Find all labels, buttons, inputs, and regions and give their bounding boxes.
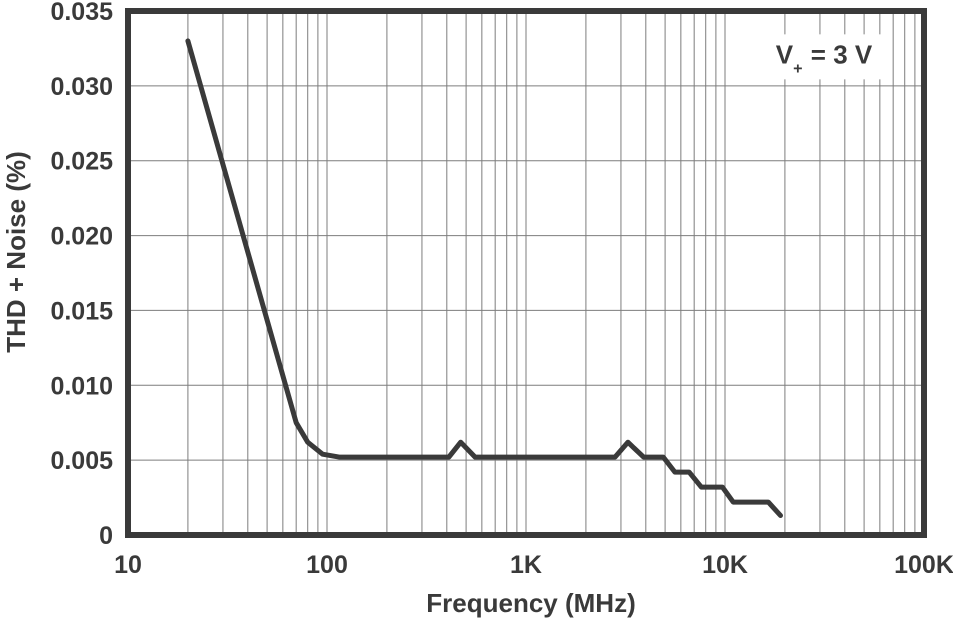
y-tick-label: 0.035: [50, 0, 113, 26]
x-tick-label: 100K: [894, 551, 953, 579]
annotation-prefix: V: [775, 39, 794, 70]
thd-noise-curve: [185, 38, 783, 518]
y-tick-label: 0.015: [50, 297, 113, 325]
x-axis-title: Frequency (MHz): [426, 588, 636, 618]
y-tick-label: 0.030: [50, 73, 113, 101]
y-axis-title: THD + Noise (%): [1, 151, 31, 353]
y-tick-label: 0.020: [50, 223, 113, 251]
annotation-suffix: = 3 V: [810, 39, 873, 70]
x-tick-label: 1K: [510, 551, 542, 579]
plot-frame: [125, 8, 927, 538]
x-tick-label: 10K: [702, 551, 748, 579]
x-tick-label: 100: [306, 551, 348, 579]
y-tick-label: 0.005: [50, 447, 113, 475]
x-tick-label: 10: [114, 551, 142, 579]
y-tick-label: 0: [99, 522, 113, 550]
y-tick-label: 0.025: [50, 148, 113, 176]
supply-voltage-annotation: V+ = 3 V: [755, 34, 893, 80]
annotation-subscript: +: [793, 59, 803, 78]
y-tick-label: 0.010: [50, 372, 113, 400]
